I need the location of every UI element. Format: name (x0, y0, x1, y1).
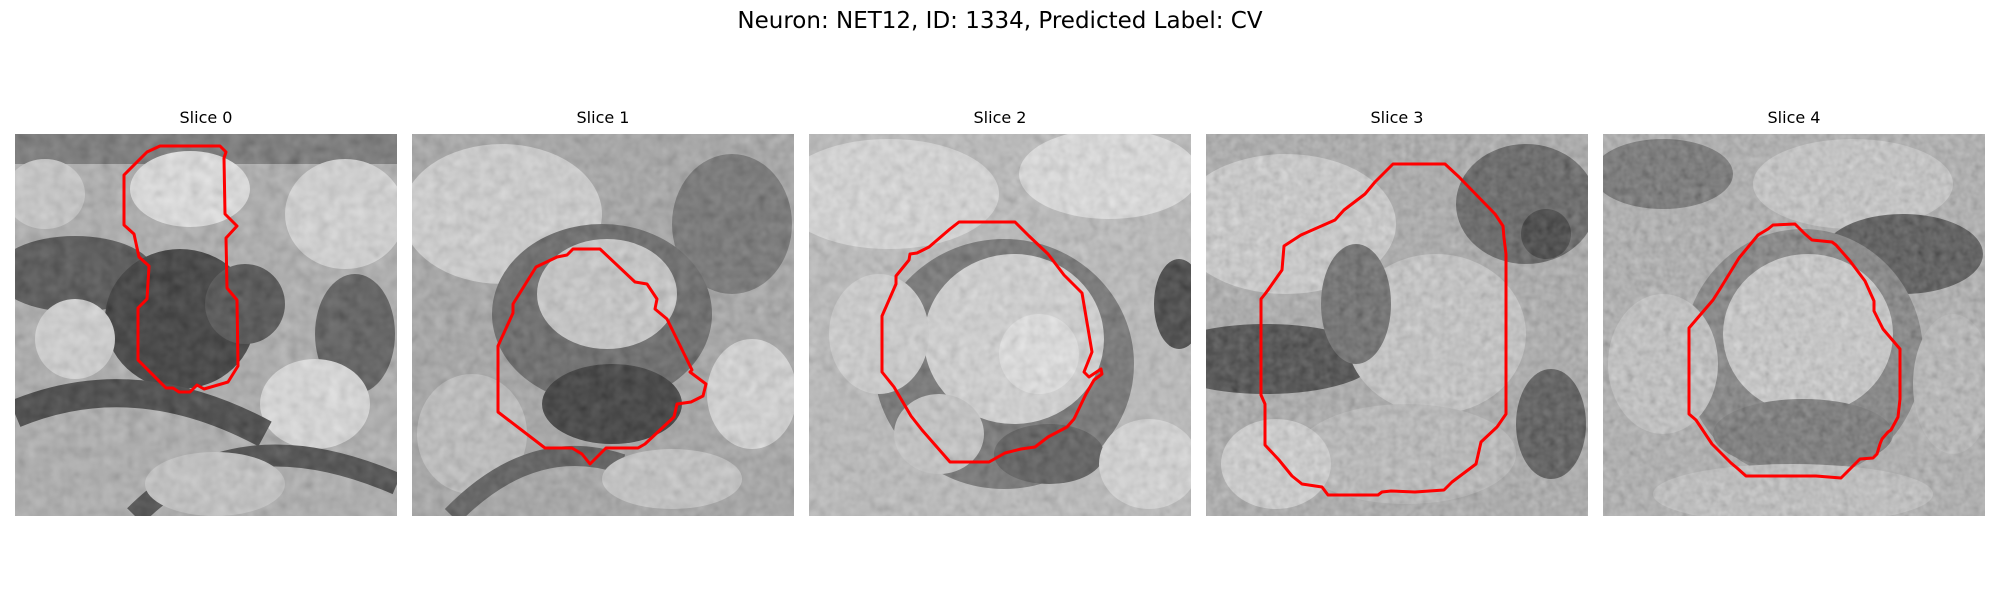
panel-title-slice-1: Slice 1 (576, 108, 630, 127)
panel-title-slice-4: Slice 4 (1767, 108, 1821, 127)
roi-contour-2 (880, 220, 1104, 464)
roi-contour-0 (122, 144, 240, 394)
roi-contour-3 (1259, 162, 1508, 497)
panel-title-slice-2: Slice 2 (973, 108, 1027, 127)
roi-contour-4 (1687, 222, 1902, 480)
slice-image-3 (1206, 134, 1588, 516)
roi-contour-1 (496, 247, 708, 466)
slice-image-4 (1603, 134, 1985, 516)
figure-title: Neuron: NET12, ID: 1334, Predicted Label… (737, 8, 1263, 34)
slice-image-2 (809, 134, 1191, 516)
panel-title-slice-0: Slice 0 (179, 108, 233, 127)
slice-image-0 (15, 134, 397, 516)
slice-image-1 (412, 134, 794, 516)
panel-title-slice-3: Slice 3 (1370, 108, 1424, 127)
